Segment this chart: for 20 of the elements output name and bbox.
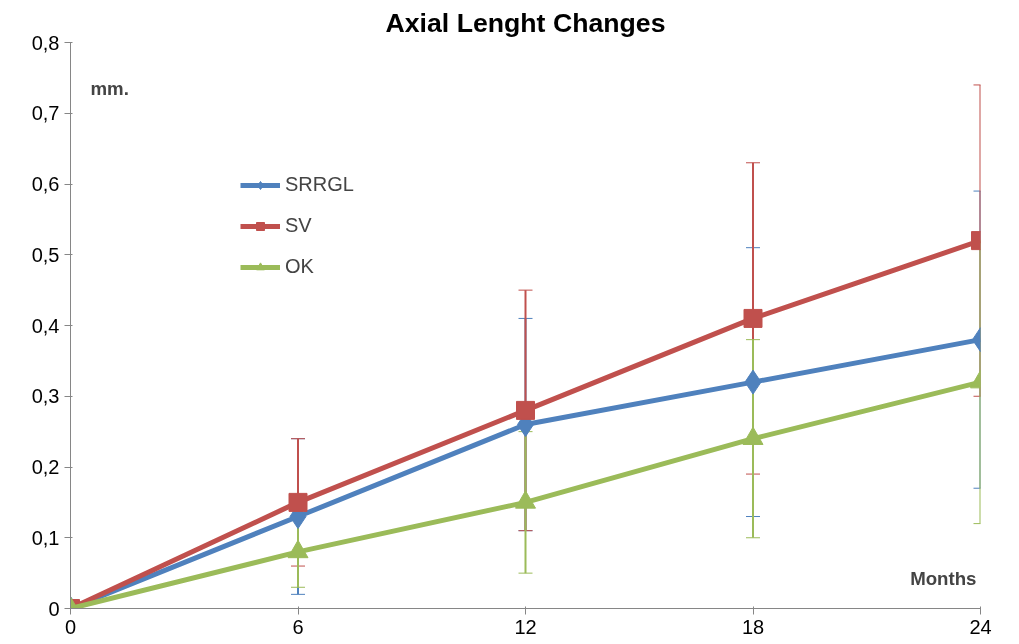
x-tick-label: 24 xyxy=(969,615,992,638)
x-tick-label: 18 xyxy=(741,615,765,638)
y-tick-label: 0,6 xyxy=(31,173,60,195)
chart-title: Axial Lenght Changes xyxy=(385,7,666,38)
y-tick-label: 0,7 xyxy=(31,102,60,125)
x-tick-label: 6 xyxy=(292,615,304,638)
y-tick-label: 0,8 xyxy=(31,31,60,54)
y-axis-title: mm. xyxy=(90,77,129,99)
legend-label: SRRGL xyxy=(285,173,354,196)
legend-label: SV xyxy=(285,214,312,237)
y-tick-label: 0,2 xyxy=(31,456,60,478)
y-tick-label: 0,1 xyxy=(31,526,60,549)
y-tick-label: 0,3 xyxy=(31,385,60,408)
x-tick-label: 12 xyxy=(514,615,537,638)
y-tick-label: 0,5 xyxy=(31,243,60,266)
x-tick-label: 0 xyxy=(64,615,77,638)
y-tick-label: 0,4 xyxy=(31,314,60,337)
legend-label: OK xyxy=(285,255,314,278)
y-tick-label: 0 xyxy=(48,597,60,620)
x-axis-title: Months xyxy=(910,567,977,589)
